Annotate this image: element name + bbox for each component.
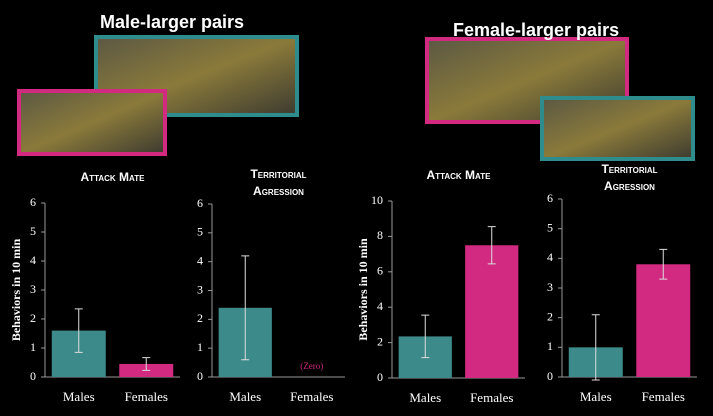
- x-tick-label: Females: [125, 389, 168, 404]
- y-tick-label: 0: [377, 370, 383, 384]
- y-tick-label: 0: [197, 369, 203, 383]
- y-tick-label: 6: [197, 196, 203, 210]
- annotation: (Zero): [300, 361, 323, 371]
- y-axis-label: Behaviors in 10 min: [356, 238, 370, 341]
- error-bar: [659, 248, 668, 280]
- error-bar: [487, 226, 496, 265]
- x-tick-label: Females: [470, 390, 513, 405]
- heading: Male-larger pairs: [100, 12, 245, 32]
- y-tick-label: 4: [197, 253, 203, 267]
- y-tick-label: 6: [30, 195, 36, 209]
- heading: Female-larger pairs: [453, 20, 620, 40]
- x-tick-label: Females: [290, 389, 333, 404]
- y-tick-label: 8: [377, 228, 383, 242]
- y-tick-label: 2: [197, 311, 203, 325]
- chart-title: Attack Mate: [80, 170, 145, 184]
- y-tick-label: 1: [197, 340, 203, 354]
- x-tick-label: Males: [409, 390, 441, 405]
- y-axis-label: Behaviors in 10 min: [9, 239, 23, 342]
- y-tick-label: 10: [371, 193, 383, 207]
- y-tick-label: 5: [30, 224, 36, 238]
- error-bar: [74, 308, 83, 353]
- chart-title: Territorial Agression: [250, 167, 307, 198]
- x-tick-label: Females: [642, 389, 685, 404]
- y-tick-label: 3: [197, 282, 203, 296]
- y-tick-label: 5: [197, 225, 203, 239]
- error-bar: [421, 314, 430, 359]
- y-tick-label: 4: [547, 250, 553, 264]
- y-tick-label: 3: [547, 280, 553, 294]
- bar: [465, 245, 519, 378]
- y-tick-label: 3: [30, 282, 36, 296]
- error-bar: [591, 314, 600, 381]
- y-tick-label: 0: [30, 369, 36, 383]
- y-tick-label: 5: [547, 220, 553, 234]
- y-tick-label: 4: [377, 299, 383, 313]
- y-tick-label: 1: [30, 340, 36, 354]
- fish-photo: [17, 89, 167, 156]
- y-tick-label: 1: [547, 339, 553, 353]
- y-tick-label: 6: [547, 191, 553, 205]
- error-bar: [241, 255, 250, 361]
- chart-title: Attack Mate: [426, 168, 491, 182]
- bar: [636, 264, 691, 377]
- chart-title: Territorial Agression: [601, 162, 658, 193]
- y-tick-label: 2: [30, 311, 36, 325]
- x-tick-label: Males: [229, 389, 261, 404]
- y-tick-label: 6: [377, 264, 383, 278]
- y-tick-label: 0: [547, 369, 553, 383]
- fish-photo: [540, 96, 695, 161]
- error-bar: [142, 357, 151, 371]
- y-tick-label: 2: [377, 334, 383, 348]
- y-tick-label: 4: [30, 253, 36, 267]
- y-tick-label: 2: [547, 309, 553, 323]
- x-tick-label: Males: [580, 389, 612, 404]
- x-tick-label: Males: [63, 389, 95, 404]
- fish-photo: [425, 37, 629, 124]
